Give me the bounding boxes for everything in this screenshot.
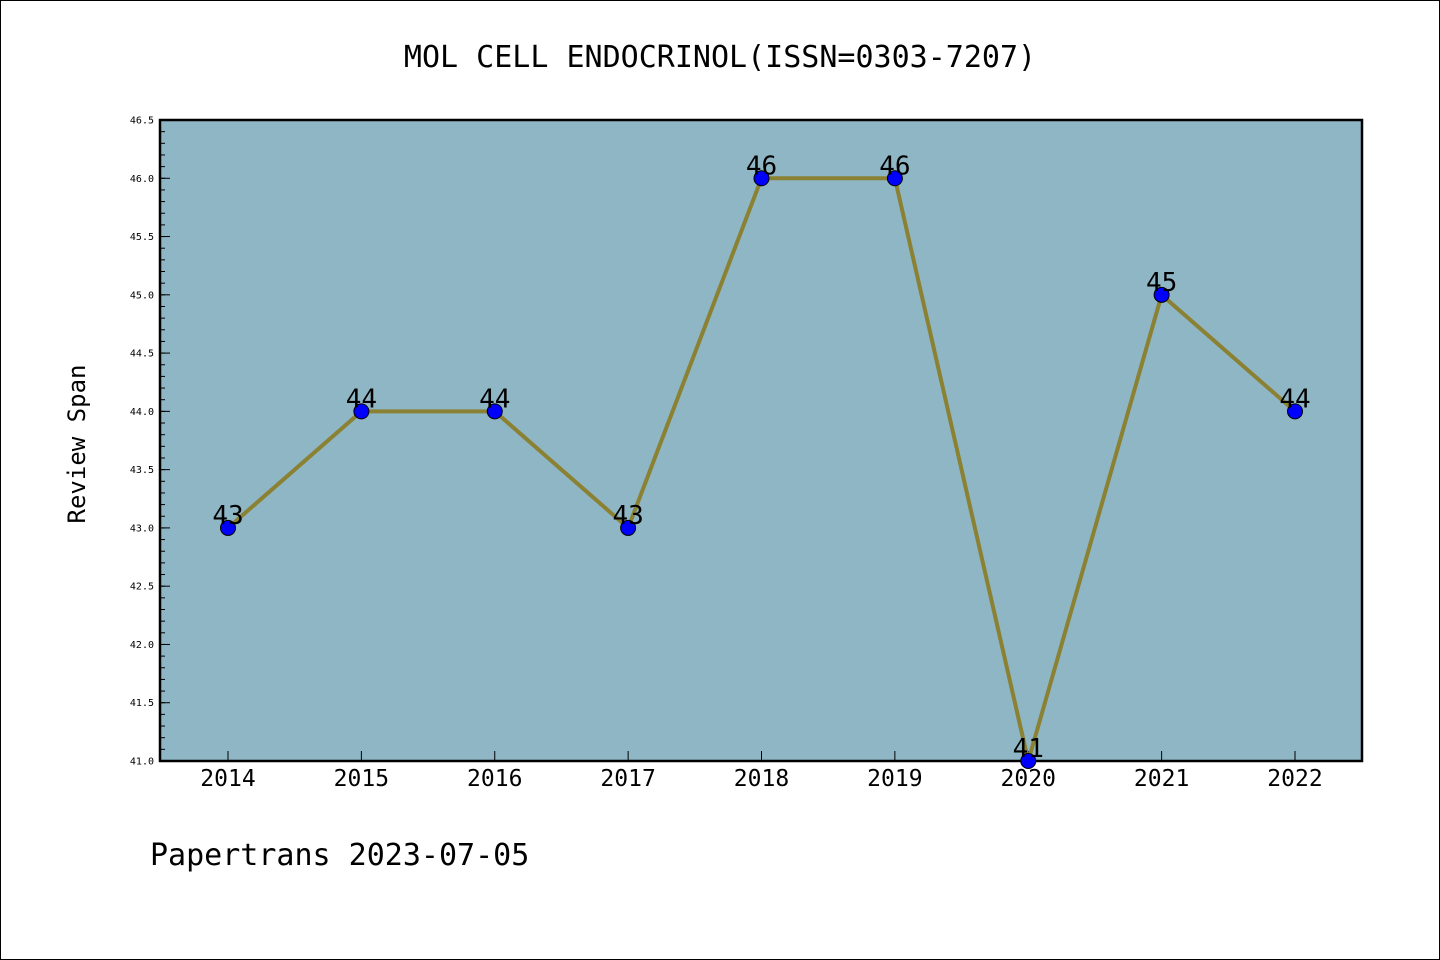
data-point-label: 44 [1279, 384, 1310, 414]
data-point-marker [220, 519, 236, 536]
y-tick-label: 42.0 [130, 640, 154, 651]
x-tick-label: 2021 [1134, 766, 1189, 792]
x-axis: 2014 2015 2016 2017 2018 2019 2020 2021 2022 [200, 751, 1323, 792]
y-axis-label: Review Span [63, 365, 91, 524]
series-markers [220, 170, 1303, 769]
x-tick-label: 2014 [200, 766, 255, 792]
data-point-label: 45 [1146, 268, 1177, 298]
x-tick-label: 2020 [1001, 766, 1056, 792]
data-point-marker [1153, 286, 1170, 303]
footer-credit: Papertrans 2023-07-05 [150, 838, 529, 873]
data-point-marker [1287, 403, 1303, 420]
x-tick-label: 2019 [867, 766, 922, 792]
y-tick-label: 41.0 [130, 757, 154, 768]
data-labels: 43 44 44 43 46 46 41 45 44 [212, 151, 1310, 764]
y-tick-label: 42.5 [130, 582, 154, 593]
y-tick-label: 41.5 [130, 698, 154, 709]
data-point-marker [1020, 753, 1037, 769]
data-point-label: 44 [479, 384, 510, 414]
data-point-marker [486, 403, 503, 420]
x-tick-label: 2018 [734, 766, 789, 792]
y-tick-label: 44.5 [130, 349, 154, 360]
x-tick-label: 2017 [600, 766, 655, 792]
y-tick-label: 45.5 [130, 232, 154, 243]
data-point-marker [620, 519, 637, 536]
x-tick-label: 2015 [334, 766, 389, 792]
data-point-label: 46 [879, 151, 910, 181]
data-point-label: 43 [212, 501, 243, 531]
data-point-marker [353, 403, 370, 420]
data-point-label: 43 [612, 501, 643, 531]
x-tick-label: 2016 [467, 766, 522, 792]
plot-area [158, 118, 1364, 763]
data-point-marker [886, 170, 903, 187]
y-tick-label: 43.5 [130, 465, 154, 476]
y-tick-label: 43.0 [130, 523, 154, 534]
data-point-label: 44 [346, 384, 377, 414]
y-tick-label: 44.0 [130, 407, 154, 418]
x-tick-label: 2022 [1267, 766, 1322, 792]
y-tick-label: 45.0 [130, 290, 154, 301]
data-point-marker [753, 170, 770, 187]
y-tick-label: 46.5 [130, 116, 154, 127]
data-point-label: 41 [1013, 734, 1044, 764]
y-tick-label: 46.0 [130, 174, 154, 185]
chart-title: MOL CELL ENDOCRINOL(ISSN=0303-7207) [404, 40, 1036, 75]
y-axis: 41.0 41.5 42.0 42.5 43.0 43.5 44.0 44.5 45.0 45.5… [130, 116, 170, 768]
data-point-label: 46 [746, 151, 777, 181]
